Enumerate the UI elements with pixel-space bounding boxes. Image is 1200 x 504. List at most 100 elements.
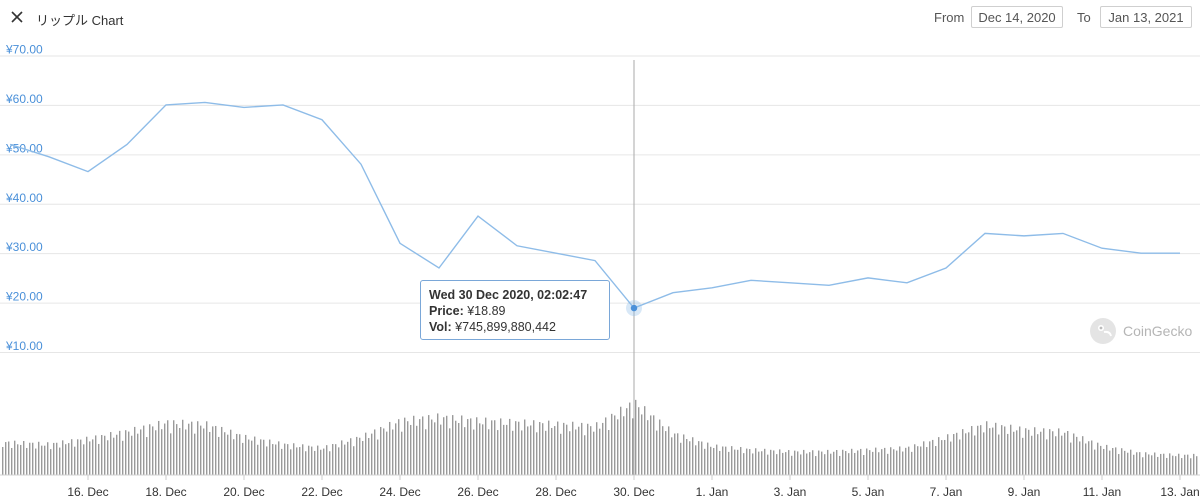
volume-bar (653, 415, 655, 475)
volume-bar (296, 447, 298, 475)
volume-bar (68, 443, 70, 475)
volume-bar (1016, 430, 1018, 475)
volume-bar (989, 428, 991, 475)
volume-bar (638, 407, 640, 475)
volume-bar (392, 429, 394, 475)
volume-bar (881, 449, 883, 475)
volume-bar (1136, 452, 1138, 475)
volume-bar (131, 435, 133, 475)
volume-bar (752, 453, 754, 475)
volume-bar (467, 419, 469, 475)
volume-bar (230, 429, 232, 475)
volume-bar (212, 426, 214, 475)
volume-bar (1073, 433, 1075, 475)
volume-bar (365, 432, 367, 475)
volume-bar (1127, 452, 1129, 475)
volume-bar (215, 425, 217, 475)
from-date-input[interactable] (971, 6, 1063, 28)
volume-bar (701, 441, 703, 475)
volume-bar (353, 446, 355, 475)
volume-bar (503, 424, 505, 475)
volume-bar (164, 423, 166, 475)
volume-bar (311, 446, 313, 475)
volume-bar (1070, 442, 1072, 475)
x-tick-label: 26. Dec (457, 485, 498, 499)
volume-bar (599, 428, 601, 475)
volume-bar (716, 444, 718, 475)
volume-bar (317, 445, 319, 475)
volume-bar (305, 451, 307, 475)
volume-bar (329, 451, 331, 475)
volume-bar (1103, 448, 1105, 475)
volume-bar (251, 440, 253, 475)
volume-bar (896, 450, 898, 475)
volume-bar (200, 425, 202, 475)
volume-bar (356, 436, 358, 475)
volume-bar (548, 420, 550, 475)
volume-bar (707, 442, 709, 475)
volume-bar (236, 433, 238, 475)
volume-bar (539, 421, 541, 475)
volume-bar (569, 431, 571, 475)
volume-bar (1160, 453, 1162, 475)
volume-bar (413, 415, 415, 475)
volume-bar (662, 426, 664, 475)
volume-bar (1184, 454, 1186, 475)
volume-bar (1148, 454, 1150, 475)
close-icon (11, 11, 23, 23)
volume-bar (491, 420, 493, 475)
volume-bar (902, 451, 904, 475)
volume-bar (659, 419, 661, 475)
volume-bar (281, 448, 283, 475)
close-button[interactable] (8, 8, 26, 26)
volume-bar (875, 447, 877, 475)
volume-bar (173, 420, 175, 475)
volume-bar (419, 419, 421, 475)
volume-bar (233, 439, 235, 475)
x-tick-label: 18. Dec (145, 485, 186, 499)
volume-bar (89, 441, 91, 475)
x-axis: 16. Dec 18. Dec 20. Dec 22. Dec 24. Dec 26. D… (67, 475, 1200, 499)
volume-bar (104, 435, 106, 475)
volume-bar (560, 433, 562, 475)
volume-bar (770, 449, 772, 475)
volume-bar (530, 425, 532, 475)
volume-bar (611, 413, 613, 475)
volume-bar (182, 419, 184, 475)
to-date-input[interactable] (1100, 6, 1192, 28)
volume-bar (680, 442, 682, 475)
volume-bar (290, 449, 292, 475)
volume-bar (974, 435, 976, 475)
volume-bar (992, 427, 994, 475)
volume-bar (920, 446, 922, 475)
volume-bar (485, 417, 487, 475)
volume-bar (1118, 454, 1120, 475)
volume-bar (971, 426, 973, 475)
volume-bar (863, 455, 865, 475)
volume-bar (656, 430, 658, 475)
volume-bar (575, 429, 577, 475)
volume-bar (710, 446, 712, 475)
volume-bar (977, 425, 979, 475)
volume-bar (704, 448, 706, 475)
volume-bar (158, 420, 160, 475)
volume-bar (1049, 429, 1051, 475)
volume-bar (308, 445, 310, 475)
volume-bar (197, 421, 199, 475)
volume-bar (590, 426, 592, 475)
volume-bar (116, 434, 118, 475)
x-tick-label: 22. Dec (301, 485, 342, 499)
volume-bar (878, 452, 880, 475)
volume-bar (143, 425, 145, 475)
volume-bar (536, 432, 538, 475)
volume-bar (605, 417, 607, 475)
volume-bar (206, 421, 208, 475)
volume-bar (785, 452, 787, 475)
volume-bar (287, 444, 289, 475)
volume-bar (935, 446, 937, 475)
volume-bar (983, 432, 985, 475)
volume-bar (1007, 433, 1009, 475)
volume-bar (110, 432, 112, 475)
volume-bar (755, 448, 757, 475)
